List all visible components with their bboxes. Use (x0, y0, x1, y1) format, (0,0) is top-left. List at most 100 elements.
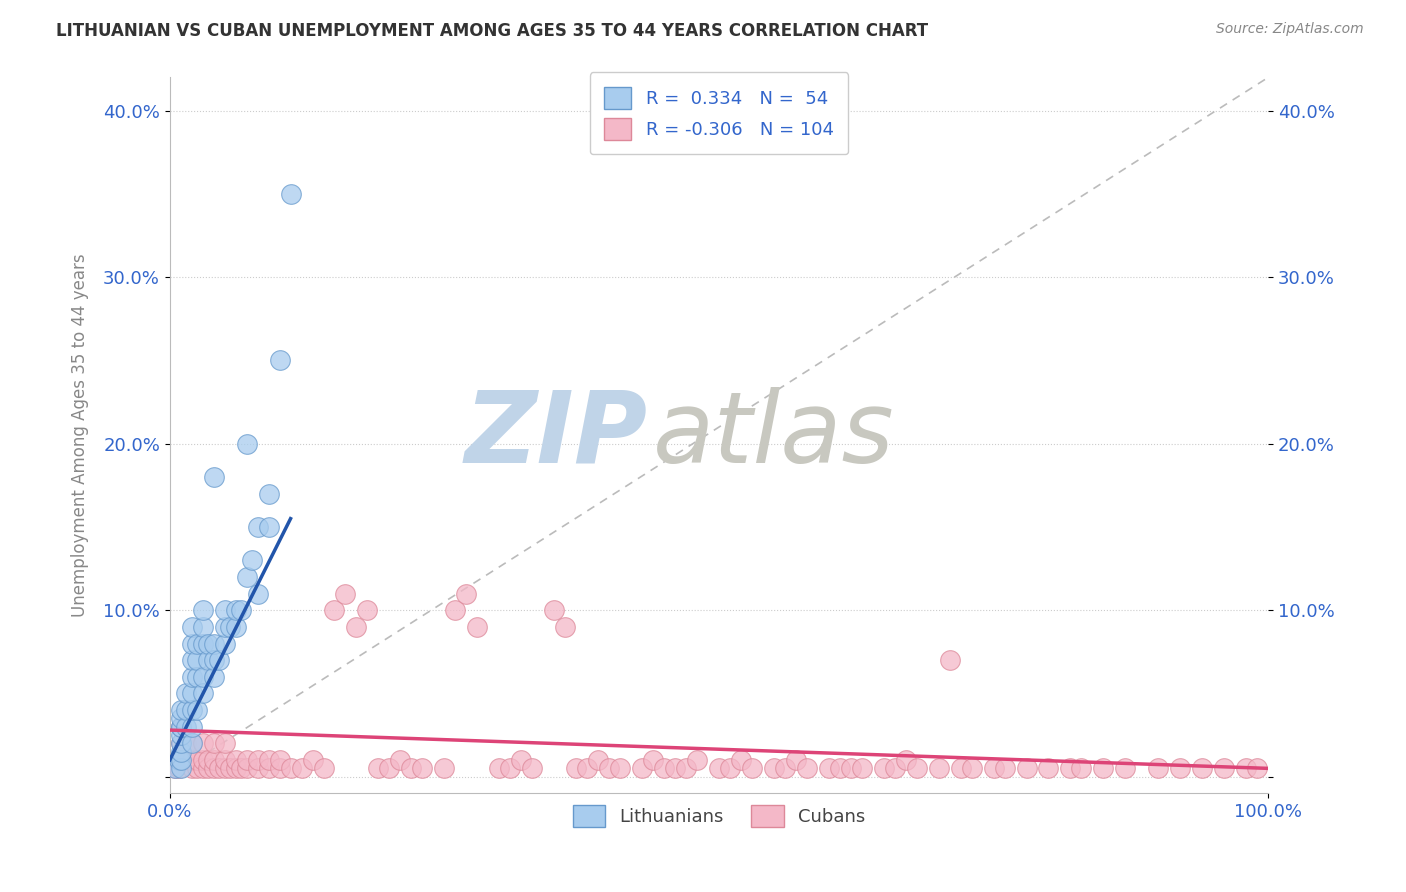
Point (180, 653, 202, 667)
Point (214, 736, 236, 750)
Point (191, 603, 214, 617)
Point (389, 753, 412, 767)
Point (1191, 761, 1213, 775)
Point (186, 670, 208, 684)
Point (905, 761, 928, 775)
Point (983, 761, 1005, 775)
Point (197, 636, 219, 650)
Point (214, 620, 236, 634)
Point (208, 653, 231, 667)
Point (586, 753, 609, 767)
Point (246, 586, 269, 600)
Point (235, 436, 257, 450)
Point (225, 753, 247, 767)
Point (762, 761, 785, 775)
Point (197, 753, 219, 767)
Point (170, 736, 193, 750)
Point (641, 753, 664, 767)
Point (707, 761, 730, 775)
Point (1070, 761, 1092, 775)
Point (225, 761, 247, 775)
Point (170, 736, 193, 750)
Point (269, 753, 291, 767)
Point (949, 761, 972, 775)
Point (883, 761, 905, 775)
Point (456, 586, 478, 600)
Point (240, 553, 263, 567)
Point (180, 636, 202, 650)
Point (257, 761, 280, 775)
Point (817, 761, 839, 775)
Point (235, 753, 257, 767)
Point (214, 603, 236, 617)
Point (257, 753, 280, 767)
Point (170, 720, 193, 734)
Point (246, 753, 269, 767)
Point (186, 703, 208, 717)
Point (202, 653, 225, 667)
Point (938, 653, 960, 667)
Point (229, 603, 252, 617)
Point (180, 736, 202, 750)
Point (796, 761, 818, 775)
Point (312, 761, 335, 775)
Point (170, 720, 193, 734)
Point (1246, 761, 1268, 775)
Point (609, 761, 631, 775)
Point (202, 761, 225, 775)
Point (165, 761, 187, 775)
Point (1114, 761, 1136, 775)
Point (170, 711, 193, 725)
Point (851, 761, 873, 775)
Point (1213, 761, 1236, 775)
Point (186, 636, 208, 650)
Point (191, 670, 214, 684)
Point (401, 761, 423, 775)
Text: ZIP: ZIP (464, 387, 648, 483)
Point (522, 761, 544, 775)
Point (686, 753, 709, 767)
Point (1038, 761, 1060, 775)
Point (346, 620, 368, 634)
Point (186, 753, 208, 767)
Point (499, 761, 522, 775)
Point (197, 761, 219, 775)
Point (246, 520, 269, 534)
Point (675, 761, 697, 775)
Point (444, 603, 467, 617)
Point (170, 761, 193, 775)
Point (167, 753, 190, 767)
Point (229, 761, 252, 775)
Point (202, 670, 225, 684)
Point (269, 353, 291, 368)
Point (170, 753, 193, 767)
Point (323, 603, 346, 617)
Point (280, 186, 302, 201)
Point (1092, 761, 1115, 775)
Point (202, 736, 225, 750)
Point (1234, 761, 1257, 775)
Point (180, 753, 202, 767)
Point (465, 620, 488, 634)
Point (554, 620, 576, 634)
Point (167, 761, 190, 775)
Point (269, 761, 291, 775)
Point (180, 686, 202, 700)
Point (219, 761, 242, 775)
Point (565, 761, 588, 775)
Point (235, 761, 257, 775)
Point (225, 620, 247, 634)
Point (257, 520, 280, 534)
Point (170, 720, 193, 734)
Point (741, 761, 763, 775)
Point (664, 761, 686, 775)
Point (488, 761, 510, 775)
Point (165, 761, 187, 775)
Point (598, 761, 620, 775)
Point (180, 670, 202, 684)
Point (894, 753, 917, 767)
Point (225, 603, 247, 617)
Point (785, 753, 807, 767)
Point (773, 761, 796, 775)
Text: Source: ZipAtlas.com: Source: ZipAtlas.com (1216, 22, 1364, 37)
